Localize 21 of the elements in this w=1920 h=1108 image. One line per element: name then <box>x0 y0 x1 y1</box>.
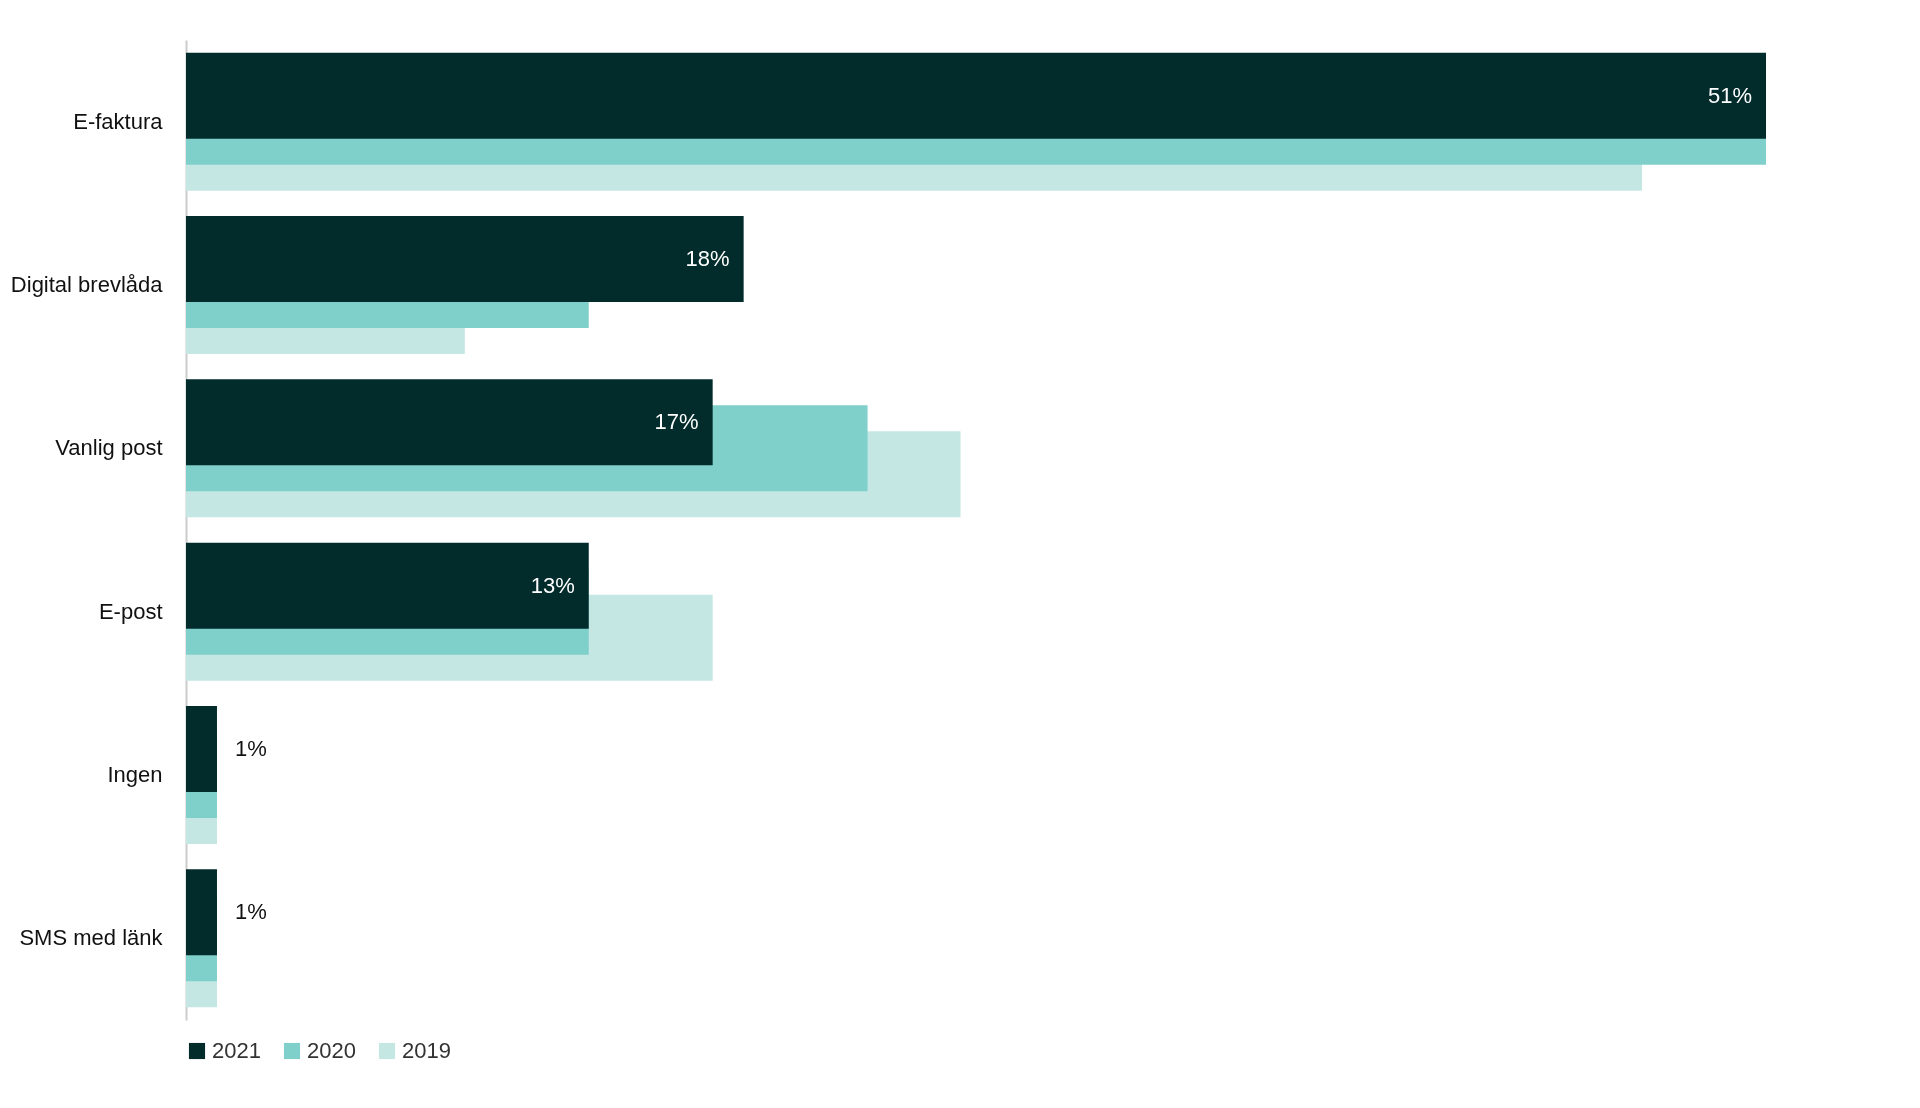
legend-label: 2019 <box>402 1038 451 1063</box>
bar <box>186 706 217 792</box>
y-tick-label: Ingen <box>107 762 163 787</box>
data-label: 18% <box>685 246 730 271</box>
data-label: 51% <box>1707 82 1752 108</box>
bar <box>186 542 589 629</box>
y-tick-label: Vanlig post <box>55 435 163 461</box>
y-tick-label: SMS med länk <box>19 925 164 951</box>
data-label: 1% <box>234 899 267 925</box>
bar <box>186 52 1766 139</box>
y-tick-label: E-faktura <box>73 108 164 134</box>
bar <box>186 216 744 302</box>
bar <box>186 869 217 956</box>
data-label: 17% <box>654 409 699 435</box>
legend-label: 2021 <box>212 1038 261 1063</box>
bar <box>186 379 713 466</box>
legend-label: 2020 <box>307 1038 356 1063</box>
data-label: 1% <box>234 736 267 761</box>
y-tick-label: Digital brevlåda <box>10 272 164 297</box>
y-tick-label: E-post <box>98 598 163 624</box>
data-label: 13% <box>530 572 575 598</box>
